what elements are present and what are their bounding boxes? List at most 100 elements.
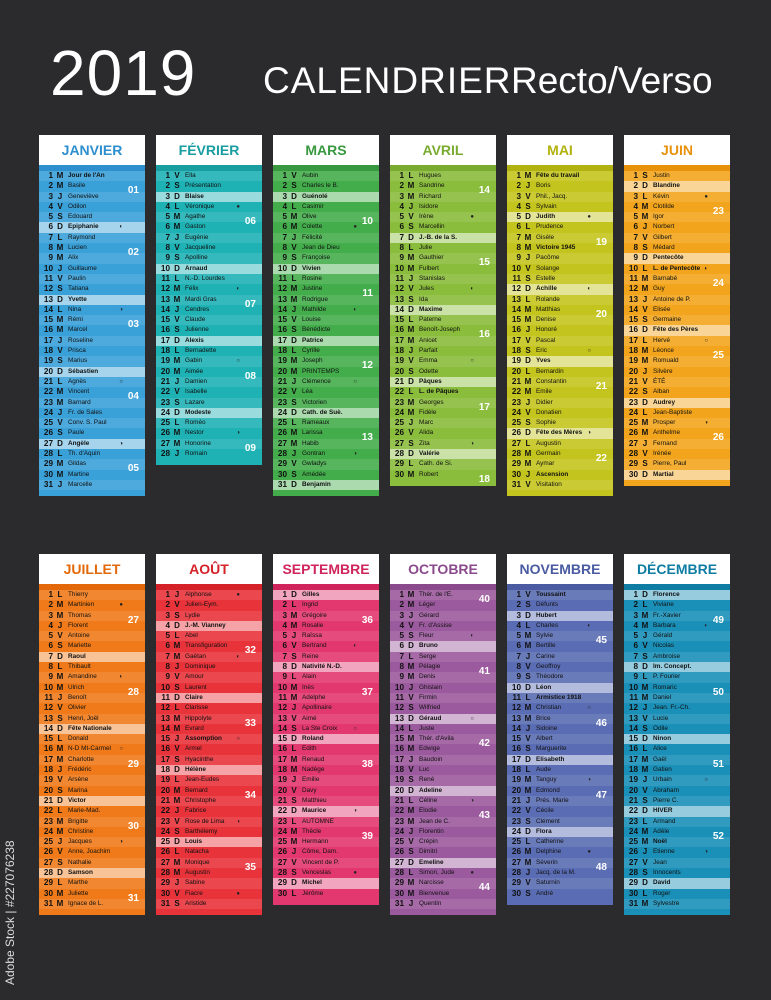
saint-name: Apolline [185, 254, 208, 262]
day-row: 23 M Brigitte 30 [39, 816, 145, 831]
saint-name: Séverin [536, 858, 558, 866]
day-row: 16 M Marcel [39, 325, 145, 335]
day-row: 29 M Aymar [507, 459, 613, 470]
day-row: 11 M Daniel [624, 692, 730, 704]
saint-name: Florent [68, 621, 88, 629]
saint-name: Prés. Marie [536, 796, 569, 804]
day-number: 9 [516, 253, 521, 263]
day-row: 5 V Irène ● [390, 212, 496, 223]
day-row: 19 S René [390, 775, 496, 786]
day-number: 2 [282, 600, 287, 610]
day-number: 7 [282, 232, 287, 242]
weekday-letter: J [174, 878, 180, 888]
day-number: 18 [394, 346, 404, 356]
saint-name: Bienvenue [419, 889, 450, 897]
weekday-letter: L [57, 734, 63, 744]
saint-name: Rosine [302, 274, 322, 282]
saint-name: Amour [185, 673, 204, 681]
moon-phase-icon: ◑ [470, 797, 474, 804]
day-number: 13 [160, 294, 170, 304]
saint-name: Adelphe [302, 693, 326, 701]
saint-name: Agnès [68, 377, 87, 385]
month-name: AVRIL [390, 135, 496, 165]
weekday-letter: L [642, 672, 648, 682]
saint-name: Julie [419, 244, 433, 252]
weekday-letter: V [525, 335, 531, 345]
day-row: 14 S La Ste Croix ○ [273, 724, 379, 734]
weekday-letter: V [642, 304, 648, 314]
week-number: 25 [712, 350, 724, 362]
saint-name: Igor [653, 213, 665, 221]
day-row: 10 D Vivien [273, 263, 379, 274]
saint-name: Hélène [185, 766, 206, 774]
saint-name: Albert [536, 735, 553, 743]
day-number: 19 [394, 775, 404, 785]
day-row: 16 L Edith [273, 744, 379, 754]
week-number: 41 [478, 666, 490, 678]
saint-name: Emeline [419, 858, 444, 866]
weekday-letter: J [525, 795, 531, 805]
day-row: 24 D Flora [507, 826, 613, 838]
weekday-letter: L [57, 662, 63, 672]
saint-name: Sylvestre [653, 899, 680, 907]
saint-name: Baudoin [419, 755, 443, 763]
saint-name: Sylvain [536, 202, 557, 210]
day-row: 30 S Amédée [273, 470, 379, 480]
moon-phase-icon: ○ [236, 358, 240, 365]
day-number: 3 [48, 191, 53, 201]
day-number: 4 [282, 620, 287, 630]
saint-name: Tatiana [68, 285, 89, 293]
saint-name: Maxime [419, 305, 443, 313]
day-number: 29 [43, 878, 53, 888]
weekday-letter: L [525, 294, 531, 304]
saint-name: Edmond [536, 786, 560, 794]
day-row: 24 V Donatien [507, 408, 613, 418]
day-row: 15 M Thér. d'Avila 42 [390, 734, 496, 749]
saint-name: Christophe [185, 796, 216, 804]
day-number: 8 [48, 662, 53, 672]
weekday-letter: L [57, 590, 63, 599]
weekday-letter: S [57, 356, 63, 366]
day-number: 17 [160, 754, 170, 764]
day-row: 2 D Blandine [624, 181, 730, 192]
weekday-letter: D [174, 765, 180, 775]
day-row: 1 M Jour de l'An [39, 171, 145, 182]
day-number: 24 [628, 407, 638, 417]
saint-name: Jour de l'An [68, 172, 105, 179]
weekday-letter: J [57, 479, 63, 489]
day-row: 2 V Julien-Eym. [156, 600, 262, 610]
weekday-letter: S [408, 222, 414, 232]
day-number: 25 [628, 837, 638, 847]
weekday-letter: J [291, 449, 297, 459]
day-number: 27 [160, 857, 170, 867]
weekday-letter: S [408, 847, 414, 857]
weekday-letter: S [174, 397, 180, 407]
weekday-letter: M [290, 356, 298, 366]
weekday-letter: D [291, 662, 297, 672]
day-number: 4 [165, 201, 170, 211]
day-number: 19 [160, 356, 170, 366]
weekday-letter: M [290, 837, 298, 847]
moon-phase-icon: ○ [119, 746, 123, 753]
moon-phase-icon: ◐ [119, 224, 123, 231]
saint-name: Claire [185, 693, 203, 701]
saint-name: Silvère [653, 367, 673, 375]
saint-name: Juste [419, 724, 435, 732]
day-number: 17 [43, 335, 53, 345]
weekday-letter: J [408, 898, 414, 908]
day-number: 9 [48, 253, 53, 263]
saint-name: Pierre, Paul [653, 460, 687, 468]
day-row: 4 L Charles ◐ [507, 621, 613, 631]
moon-phase-icon: ● [236, 890, 240, 897]
day-row: 16 S Marguerite [507, 744, 613, 754]
week-number: 32 [244, 645, 256, 657]
saint-name: Armistice 1918 [536, 693, 582, 701]
week-number: 35 [244, 861, 256, 873]
day-number: 8 [633, 243, 638, 253]
saint-name: Emma [419, 357, 438, 365]
weekday-letter: M [407, 888, 415, 898]
day-row: 5 M Olive 10 [273, 212, 379, 227]
day-row: 28 D Samson [39, 868, 145, 879]
day-row: 22 L L. de Pâques [390, 387, 496, 397]
weekday-letter: V [408, 620, 414, 630]
